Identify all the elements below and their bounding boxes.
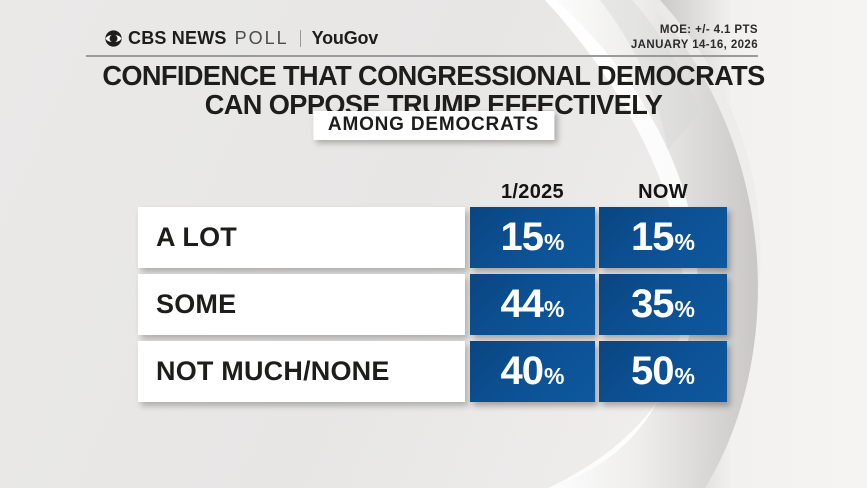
percent-sign: % (674, 296, 695, 322)
column-header-1-2025: 1/2025 (501, 181, 564, 203)
brand-cbs-news: CBS NEWS (128, 28, 227, 48)
percent-sign: % (544, 296, 565, 322)
row-label: A LOT (138, 207, 465, 268)
among-democrats-badge: AMONG DEMOCRATS (312, 111, 555, 140)
column-headers: 1/2025 NOW (138, 181, 727, 207)
value-cell-not-much-now: 50% (599, 341, 727, 402)
page-title: CONFIDENCE THAT CONGRESSIONAL DEMOCRATS … (13, 61, 854, 119)
percent-sign: % (544, 363, 565, 389)
value-number: 15 (631, 215, 674, 259)
row-label: SOME (138, 274, 465, 335)
moe-line: MOE: +/- 4.1 PTS (659, 24, 758, 36)
table-row-not-much-none: NOT MUCH/NONE 40% 50% (138, 341, 727, 402)
cbs-eye-icon (105, 30, 122, 47)
value-number: 50 (631, 349, 674, 393)
percent-sign: % (674, 363, 695, 389)
percent-sign: % (674, 229, 695, 255)
poll-table: 1/2025 NOW A LOT 15% 15% SOME 44% 35% (138, 181, 727, 408)
value-number: 40 (500, 349, 544, 393)
value-cell-some-1-2025: 44% (470, 274, 595, 335)
percent-sign: % (544, 229, 565, 255)
table-row-a-lot: A LOT 15% 15% (138, 207, 727, 268)
header-rule (86, 55, 758, 57)
value-number: 35 (631, 282, 674, 326)
brand-poll: POLL (234, 28, 289, 48)
value-number: 15 (500, 215, 544, 259)
value-cell-some-now: 35% (599, 274, 727, 335)
value-number: 44 (500, 282, 544, 326)
value-cell-a-lot-1-2025: 15% (470, 207, 595, 268)
brand-yougov: YouGov (311, 28, 379, 48)
brand-lockup: CBS NEWS POLL YouGov (105, 28, 378, 49)
column-header-now: NOW (638, 181, 688, 203)
brand-divider (299, 30, 301, 47)
value-cell-a-lot-now: 15% (599, 207, 727, 268)
date-line: JANUARY 14-16, 2026 (630, 39, 758, 51)
value-cell-not-much-1-2025: 40% (470, 341, 595, 402)
row-label: NOT MUCH/NONE (138, 341, 465, 402)
table-row-some: SOME 44% 35% (138, 274, 727, 335)
title-line-1: CONFIDENCE THAT CONGRESSIONAL DEMOCRATS (102, 60, 765, 91)
moe-block: MOE: +/- 4.1 PTS JANUARY 14-16, 2026 (631, 23, 758, 53)
